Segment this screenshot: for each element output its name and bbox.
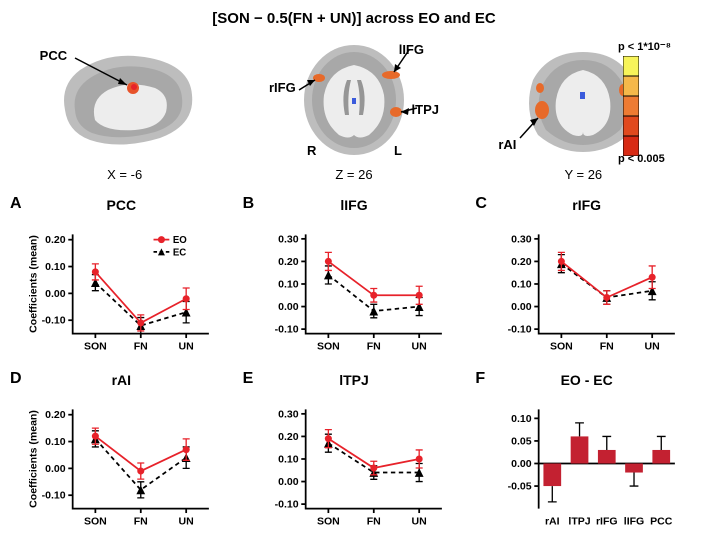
- svg-text:SON: SON: [84, 340, 107, 352]
- chart-rIFG: CrIFG -0.10 0.00 0.10 0.20 0.30 SON FN UN: [475, 195, 698, 365]
- svg-text:0.00: 0.00: [278, 476, 299, 488]
- brain-axial-coord: Z = 26: [269, 167, 439, 182]
- svg-text:0.30: 0.30: [278, 233, 299, 245]
- svg-text:0.10: 0.10: [45, 261, 66, 273]
- svg-text:0.20: 0.20: [511, 256, 532, 268]
- svg-text:0.00: 0.00: [511, 301, 532, 313]
- chart-EO-EC: FEO - EC -0.05 0.00 0.05 0.10 rAI lTPJ rIFG lIFG…: [475, 370, 698, 540]
- svg-text:-0.10: -0.10: [42, 490, 66, 502]
- chart-lIFG: BlIFG -0.10 0.00 0.10 0.20 0.30 SON FN UN: [243, 195, 466, 365]
- figure-title: [SON − 0.5(FN + UN)] across EO and EC: [10, 10, 698, 27]
- svg-text:-0.10: -0.10: [275, 499, 299, 511]
- svg-text:UN: UN: [644, 340, 659, 352]
- svg-text:0.00: 0.00: [45, 463, 66, 475]
- svg-text:SON: SON: [550, 340, 573, 352]
- panel-letter: C: [475, 195, 487, 213]
- svg-text:0.10: 0.10: [278, 454, 299, 466]
- svg-text:0.10: 0.10: [278, 279, 299, 291]
- chart-svg: -0.10 0.00 0.10 0.20 SON FN UN Coefficients (me…: [11, 390, 231, 535]
- svg-text:Coefficients (mean): Coefficients (mean): [28, 235, 40, 333]
- hemi-l: L: [394, 143, 402, 158]
- brain-axial-svg: R L: [269, 40, 439, 160]
- svg-text:UN: UN: [179, 515, 194, 527]
- chart-svg: -0.10 0.00 0.10 0.20 0.30 SON FN UN: [244, 215, 464, 360]
- svg-text:0.20: 0.20: [278, 431, 299, 443]
- svg-text:lIFG: lIFG: [623, 515, 643, 527]
- chart-title: PCC: [10, 197, 233, 213]
- svg-text:EC: EC: [173, 247, 186, 258]
- svg-text:EO: EO: [173, 235, 187, 246]
- chart-title: lIFG: [243, 197, 466, 213]
- svg-text:FN: FN: [599, 340, 613, 352]
- svg-text:0.10: 0.10: [511, 279, 532, 291]
- svg-text:0.00: 0.00: [278, 301, 299, 313]
- barchart-svg: -0.05 0.00 0.05 0.10 rAI lTPJ rIFG lIFG PCC: [477, 390, 697, 535]
- svg-text:0.20: 0.20: [45, 409, 66, 421]
- colorbar-bottom-label: p < 0.005: [618, 153, 665, 165]
- brain-sagittal-coord: X = -6: [40, 167, 210, 182]
- brain-sagittal-panel: PCC X = -6: [40, 40, 210, 180]
- svg-text:rIFG: rIFG: [596, 515, 618, 527]
- svg-text:-0.10: -0.10: [275, 324, 299, 336]
- brain-axial-panel: lIFG rIFG lTPJ R L Z = 26: [269, 40, 439, 180]
- hemi-r: R: [307, 143, 317, 158]
- svg-text:-0.05: -0.05: [507, 481, 531, 493]
- svg-text:Coefficients (mean): Coefficients (mean): [28, 410, 40, 508]
- svg-text:rAI: rAI: [545, 515, 560, 527]
- svg-text:-0.10: -0.10: [42, 315, 66, 327]
- svg-text:0.30: 0.30: [511, 233, 532, 245]
- region-label-ltpj: lTPJ: [412, 102, 439, 117]
- colorbar: p < 1*10⁻⁸ p < 0.005: [618, 40, 688, 170]
- panel-letter: F: [475, 370, 485, 388]
- chart-rAI: DrAI -0.10 0.00 0.10 0.20 SON FN UN Coefficients…: [10, 370, 233, 540]
- svg-text:-0.10: -0.10: [507, 324, 531, 336]
- panel-letter: D: [10, 370, 22, 388]
- svg-text:0.20: 0.20: [45, 234, 66, 246]
- svg-text:lTPJ: lTPJ: [568, 515, 590, 527]
- panel-letter: E: [243, 370, 254, 388]
- chart-title: rIFG: [475, 197, 698, 213]
- region-label-rai: rAI: [498, 137, 516, 152]
- chart-title: lTPJ: [243, 372, 466, 388]
- chart-svg: -0.10 0.00 0.10 0.20 0.30 SON FN UN: [244, 390, 464, 535]
- region-label-pcc: PCC: [40, 48, 67, 63]
- svg-text:0.00: 0.00: [45, 288, 66, 300]
- svg-text:0.10: 0.10: [45, 436, 66, 448]
- svg-text:SON: SON: [84, 515, 107, 527]
- chart-PCC: APCC -0.10 0.00 0.10 0.20 SON FN UN Coefficients…: [10, 195, 233, 365]
- svg-text:0.20: 0.20: [278, 256, 299, 268]
- svg-text:FN: FN: [367, 340, 381, 352]
- svg-text:0.00: 0.00: [511, 458, 532, 470]
- chart-lTPJ: ElTPJ -0.10 0.00 0.10 0.20 0.30 SON FN UN: [243, 370, 466, 540]
- charts-grid: APCC-0.100.000.100.20SONFNUNCoefficients…: [10, 195, 698, 540]
- svg-text:UN: UN: [412, 515, 427, 527]
- svg-text:UN: UN: [179, 340, 194, 352]
- chart-title: EO - EC: [475, 372, 698, 388]
- svg-text:0.10: 0.10: [511, 413, 532, 425]
- chart-title: rAI: [10, 372, 233, 388]
- svg-text:PCC: PCC: [650, 515, 673, 527]
- panel-letter: A: [10, 195, 22, 213]
- panel-letter: B: [243, 195, 255, 213]
- svg-text:0.30: 0.30: [278, 408, 299, 420]
- svg-text:SON: SON: [317, 340, 340, 352]
- brain-row: PCC X = -6 lIFG rIFG lTPJ: [10, 35, 698, 185]
- svg-text:UN: UN: [412, 340, 427, 352]
- colorbar-svg: [623, 56, 639, 156]
- chart-svg: -0.10 0.00 0.10 0.20 0.30 SON FN UN: [477, 215, 697, 360]
- svg-text:SON: SON: [317, 515, 340, 527]
- svg-text:0.05: 0.05: [511, 435, 532, 447]
- region-label-lifg: lIFG: [399, 42, 424, 57]
- svg-text:FN: FN: [134, 340, 148, 352]
- colorbar-top-label: p < 1*10⁻⁸: [618, 40, 671, 53]
- region-label-rifg: rIFG: [269, 80, 296, 95]
- chart-svg: -0.10 0.00 0.10 0.20 SON FN UN Coefficients (me…: [11, 215, 231, 360]
- svg-text:FN: FN: [367, 515, 381, 527]
- svg-text:FN: FN: [134, 515, 148, 527]
